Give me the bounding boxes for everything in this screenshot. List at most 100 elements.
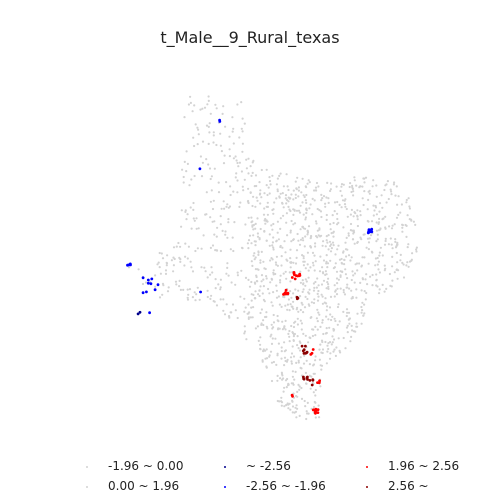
neutral-point <box>352 215 355 218</box>
neutral-point <box>280 305 283 308</box>
neutral-point <box>363 256 366 259</box>
neutral-point <box>394 246 398 249</box>
neutral-point <box>368 189 371 192</box>
neutral-point <box>325 196 328 199</box>
neutral-point <box>373 209 376 212</box>
neutral-point <box>289 356 293 359</box>
neutral-point <box>276 177 279 180</box>
neutral-point <box>252 228 255 231</box>
neutral-point <box>186 298 190 301</box>
neutral-point <box>408 218 411 221</box>
neutral-point <box>280 404 283 407</box>
neutral-point <box>290 360 293 363</box>
neutral-point <box>366 237 370 240</box>
neutral-point <box>262 213 266 216</box>
neutral-point <box>274 272 277 276</box>
neutral-point <box>212 141 215 144</box>
neutral-point <box>292 307 295 310</box>
neutral-point <box>190 178 193 181</box>
neutral-point <box>232 249 235 253</box>
cluster-point <box>293 277 297 281</box>
neutral-point <box>314 220 318 223</box>
neutral-point <box>296 395 299 398</box>
neutral-point <box>260 274 264 277</box>
neutral-point <box>304 185 307 188</box>
neutral-point <box>272 248 275 251</box>
neutral-point <box>363 290 366 293</box>
neutral-point <box>379 227 382 230</box>
neutral-point <box>370 220 374 223</box>
neutral-point <box>194 123 197 126</box>
neutral-point <box>253 258 256 261</box>
neutral-point <box>275 284 278 287</box>
neutral-point <box>232 127 235 130</box>
neutral-point <box>381 283 384 286</box>
neutral-point <box>281 246 284 249</box>
neutral-point <box>266 220 269 223</box>
neutral-point <box>172 264 175 267</box>
neutral-point <box>361 256 364 259</box>
neutral-point <box>182 288 185 291</box>
neutral-point <box>224 230 227 233</box>
neutral-point <box>272 269 275 272</box>
neutral-point <box>179 288 182 291</box>
neutral-point <box>296 323 299 326</box>
neutral-point <box>351 329 354 332</box>
neutral-point <box>292 325 296 329</box>
neutral-point <box>206 276 209 279</box>
neutral-point <box>327 248 330 251</box>
neutral-point <box>193 174 196 178</box>
neutral-point <box>299 238 303 241</box>
cluster-point <box>318 379 321 383</box>
neutral-point <box>195 227 198 230</box>
cluster-point <box>310 351 314 355</box>
neutral-point <box>329 244 332 248</box>
neutral-point <box>243 310 246 313</box>
neutral-point <box>281 378 284 381</box>
neutral-point <box>414 223 417 226</box>
neutral-point <box>297 186 300 189</box>
neutral-point <box>209 112 212 115</box>
neutral-point <box>276 319 279 322</box>
neutral-point <box>285 212 288 215</box>
neutral-point <box>297 209 301 212</box>
neutral-point <box>389 188 392 191</box>
neutral-point <box>282 206 285 209</box>
neutral-point <box>127 266 131 269</box>
neutral-point <box>324 340 327 344</box>
neutral-point <box>290 296 293 299</box>
neutral-point <box>325 273 328 276</box>
neutral-point <box>209 200 212 203</box>
neutral-point <box>247 239 251 242</box>
neutral-point <box>275 240 278 243</box>
neutral-point <box>219 286 222 289</box>
neutral-point <box>161 293 164 296</box>
neutral-point <box>308 181 311 184</box>
neutral-point <box>170 259 173 262</box>
neutral-point <box>288 197 291 200</box>
neutral-point <box>192 217 195 220</box>
neutral-point <box>312 264 315 267</box>
neutral-point <box>262 260 265 263</box>
neutral-point <box>280 346 283 349</box>
neutral-point <box>305 280 308 283</box>
neutral-point <box>264 267 267 271</box>
neutral-point <box>300 191 303 194</box>
neutral-point <box>283 356 287 359</box>
neutral-point <box>243 330 247 333</box>
neutral-point <box>166 290 170 293</box>
neutral-point <box>318 313 321 316</box>
neutral-point <box>337 303 340 306</box>
neutral-point <box>290 193 293 196</box>
neutral-point <box>374 257 377 260</box>
neutral-point <box>253 297 256 300</box>
neutral-point <box>250 306 253 309</box>
neutral-point <box>294 196 297 200</box>
neutral-point <box>384 237 387 240</box>
neutral-point <box>250 242 253 245</box>
neutral-point <box>359 214 362 217</box>
cluster-point <box>305 350 309 354</box>
neutral-point <box>263 300 266 303</box>
neutral-point <box>400 203 403 206</box>
neutral-point <box>217 283 220 286</box>
